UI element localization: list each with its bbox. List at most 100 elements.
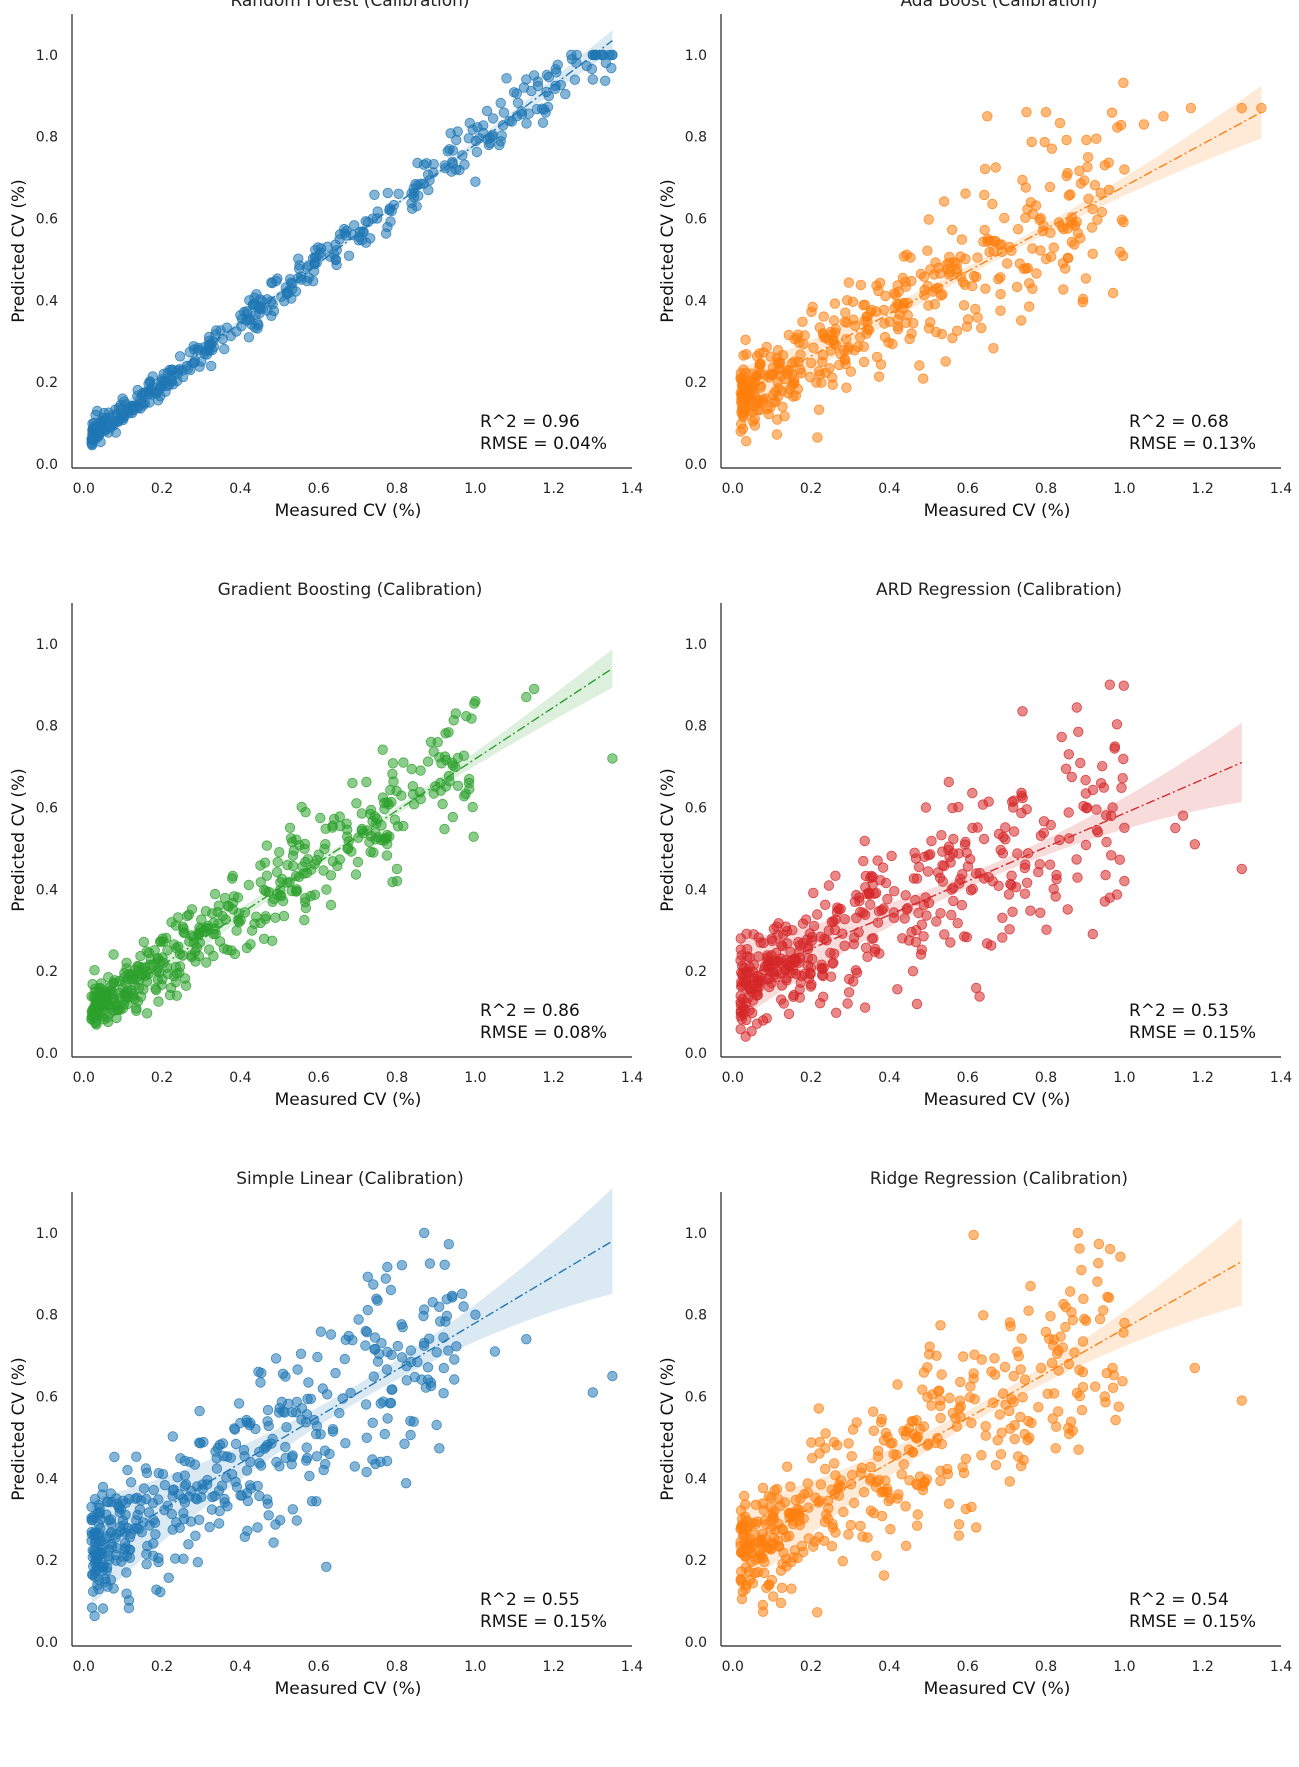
y-tick-label: 0.2	[36, 1553, 58, 1569]
data-point	[997, 932, 1008, 943]
data-point	[922, 866, 934, 877]
data-point	[1080, 788, 1092, 799]
data-point	[441, 1310, 453, 1322]
data-point	[1004, 924, 1015, 935]
data-point	[335, 229, 346, 240]
data-point	[746, 1007, 758, 1019]
data-point	[912, 1520, 923, 1531]
data-point	[396, 790, 407, 801]
data-point	[1063, 749, 1075, 760]
data-point	[929, 299, 941, 310]
data-point	[332, 860, 343, 872]
y-tick-label: 0.8	[36, 130, 58, 146]
data-point	[239, 1451, 250, 1462]
y-tick-label: 1.0	[36, 637, 58, 653]
data-point	[740, 1562, 752, 1573]
data-point	[915, 949, 927, 960]
data-point	[457, 150, 468, 161]
data-point	[1040, 106, 1052, 118]
data-point	[108, 1583, 119, 1594]
data-point	[954, 1395, 966, 1406]
data-point	[741, 1014, 752, 1026]
data-point	[902, 310, 913, 321]
data-point	[86, 1602, 98, 1613]
data-point	[1073, 1444, 1084, 1455]
data-point	[740, 334, 751, 346]
data-point	[497, 120, 509, 131]
data-point	[290, 886, 302, 897]
data-point	[537, 117, 549, 128]
data-point	[846, 1451, 858, 1462]
data-point	[607, 753, 618, 764]
data-point	[893, 286, 904, 297]
data-point	[97, 1481, 109, 1493]
y-axis-label: Predicted CV (%)	[9, 1357, 29, 1501]
data-point	[837, 1556, 849, 1567]
data-point	[300, 902, 312, 914]
data-point	[191, 1494, 203, 1505]
data-point	[124, 1544, 135, 1555]
data-point	[227, 897, 239, 909]
data-point	[141, 1008, 153, 1019]
data-point	[1091, 133, 1102, 144]
data-point	[320, 838, 331, 850]
data-point	[811, 1607, 823, 1618]
data-point	[351, 798, 362, 809]
data-point	[347, 777, 358, 789]
rmse-annotation: RMSE = 0.13%	[1129, 434, 1256, 454]
data-point	[944, 1392, 955, 1404]
data-point	[311, 1451, 323, 1462]
data-point	[221, 1472, 232, 1483]
y-tick-label: 1.0	[685, 1226, 707, 1242]
data-point	[261, 840, 273, 851]
data-point	[280, 1371, 291, 1382]
data-point	[241, 315, 253, 326]
data-point	[386, 1349, 397, 1361]
data-point	[987, 198, 998, 210]
data-point	[936, 829, 947, 841]
data-point	[954, 878, 965, 889]
data-point	[1022, 1434, 1033, 1446]
data-point	[1020, 212, 1031, 224]
data-point	[376, 820, 387, 831]
data-point	[166, 374, 177, 385]
scatter-points	[86, 49, 618, 451]
data-point	[814, 1436, 826, 1448]
data-point	[919, 271, 930, 283]
data-point	[143, 1507, 155, 1518]
data-point	[213, 1518, 225, 1529]
data-point	[745, 1537, 757, 1549]
data-point	[960, 188, 971, 199]
data-point	[201, 957, 212, 968]
data-point	[1062, 904, 1073, 915]
data-point	[1074, 165, 1085, 177]
data-point	[827, 379, 838, 390]
data-point	[1093, 1257, 1104, 1269]
data-point	[1021, 804, 1032, 815]
data-point	[911, 998, 923, 1010]
data-point	[766, 950, 777, 961]
data-point	[882, 893, 893, 905]
data-point	[1044, 181, 1056, 193]
data-point	[138, 1483, 150, 1494]
data-point	[560, 88, 571, 100]
data-point	[206, 1504, 218, 1515]
data-point	[968, 1368, 979, 1379]
data-point	[935, 1320, 946, 1331]
data-point	[881, 1483, 893, 1495]
data-point	[179, 1455, 191, 1467]
data-point	[1038, 827, 1050, 839]
y-tick-label: 0.4	[685, 293, 707, 309]
data-point	[976, 1354, 988, 1365]
y-axis-label: Predicted CV (%)	[9, 768, 29, 912]
data-point	[258, 933, 270, 945]
y-tick-label: 0.6	[36, 801, 58, 817]
data-point	[840, 307, 851, 318]
data-point	[339, 1353, 351, 1365]
data-point	[607, 1370, 618, 1382]
data-point	[231, 925, 242, 936]
y-tick-label: 0.8	[685, 130, 707, 146]
data-point	[806, 979, 817, 990]
data-point	[807, 953, 818, 965]
data-point	[268, 893, 280, 905]
